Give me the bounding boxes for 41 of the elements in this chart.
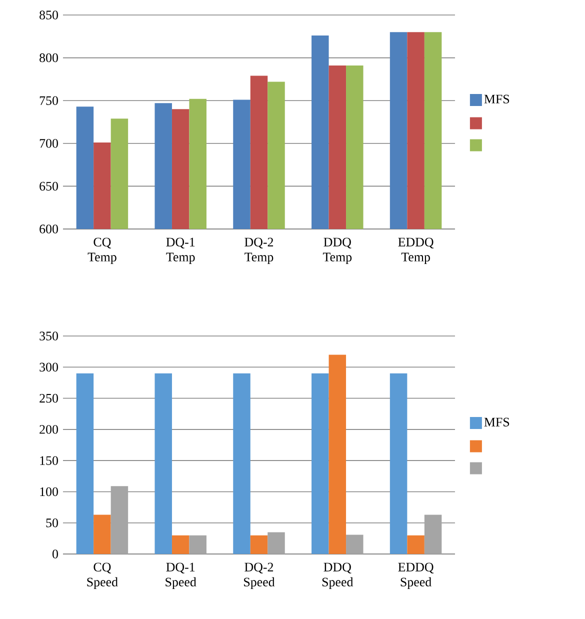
bar <box>250 535 268 554</box>
y-tick-label: 350 <box>40 332 58 340</box>
y-tick-label: 600 <box>40 224 58 234</box>
x-tick-label: DDQ Temp <box>322 238 352 264</box>
x-tick-label: DQ-2 Temp <box>244 238 274 264</box>
x-tick-label: EDDQ Speed <box>398 562 434 590</box>
y-tick-label: 300 <box>40 362 58 372</box>
bar <box>346 534 364 554</box>
y-tick-label: 650 <box>40 182 58 191</box>
bar <box>312 373 329 554</box>
legend-label: MFS <box>484 94 510 104</box>
bar <box>424 514 442 554</box>
bar <box>390 373 408 554</box>
x-tick-label: DQ-1 Speed <box>166 562 196 590</box>
bar <box>233 373 250 554</box>
bar <box>76 373 94 554</box>
bar <box>268 532 285 554</box>
y-tick-label: 100 <box>40 487 58 496</box>
x-tick-label: CQ Speed <box>87 562 118 590</box>
y-tick-label: 800 <box>40 53 58 62</box>
bar <box>172 535 190 554</box>
bar <box>328 354 346 554</box>
legend-label: MFS <box>484 418 510 426</box>
bar <box>110 486 128 554</box>
y-tick-label: 0 <box>52 550 58 558</box>
y-tick-label: 700 <box>40 139 58 148</box>
y-tick-label: 250 <box>40 394 58 403</box>
bar <box>189 535 206 554</box>
y-tick-label: 850 <box>40 10 58 20</box>
bar <box>94 514 111 554</box>
y-tick-label: 750 <box>40 96 58 105</box>
bar <box>154 373 172 554</box>
bar <box>407 535 424 554</box>
x-tick-label: EDDQ Temp <box>398 238 434 264</box>
y-tick-label: 50 <box>46 518 58 528</box>
y-tick-label: 200 <box>40 425 58 434</box>
x-tick-label: DDQ Speed <box>322 562 354 590</box>
x-tick-label: DQ-2 Speed <box>244 562 275 590</box>
x-tick-label: DQ-1 Temp <box>166 238 195 264</box>
y-tick-label: 150 <box>40 456 58 465</box>
x-tick-label: CQ Temp <box>88 238 116 264</box>
